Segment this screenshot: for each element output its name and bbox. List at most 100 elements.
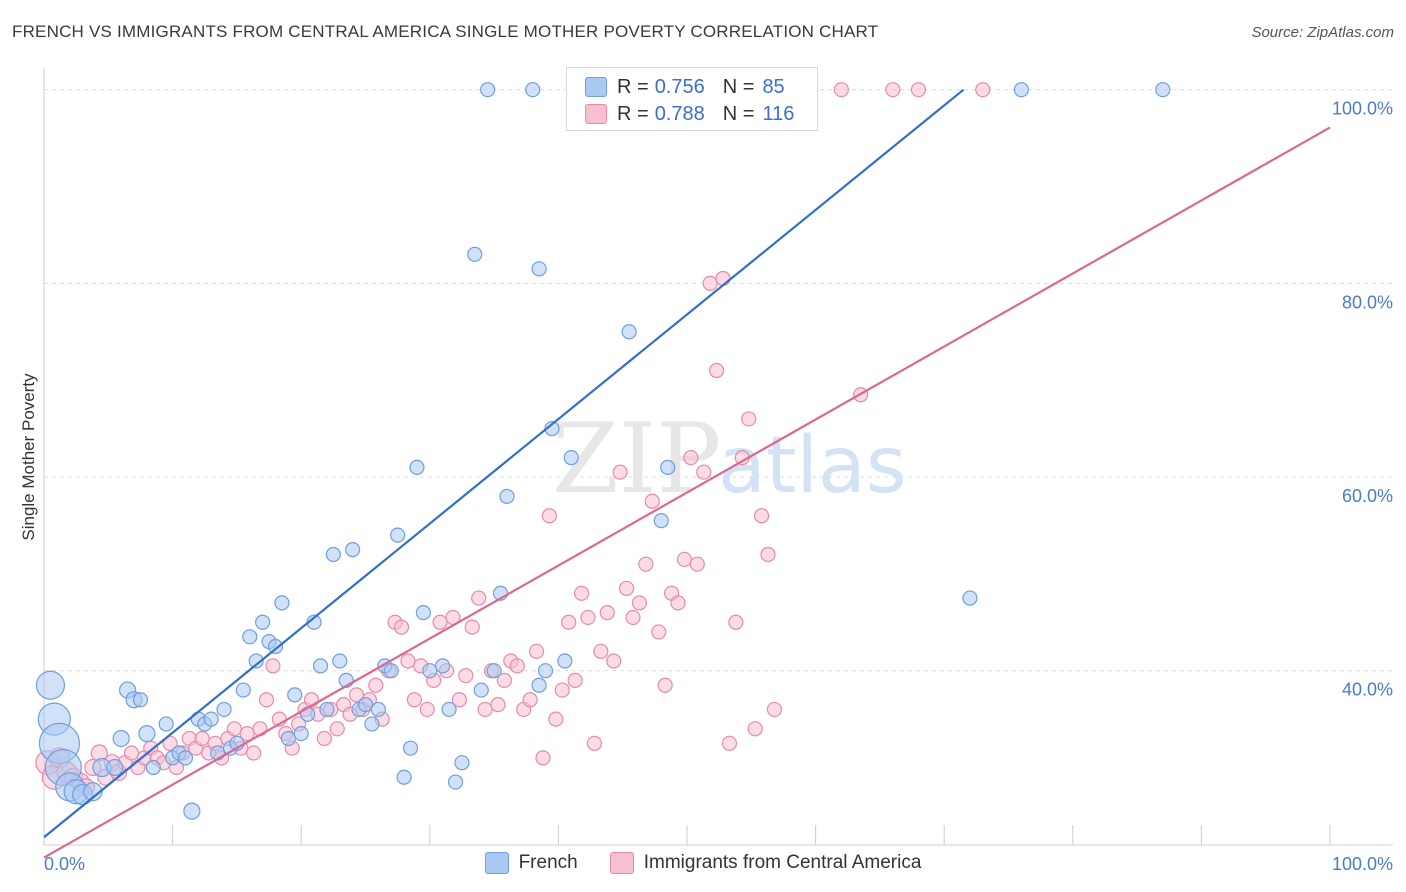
immigrants-point xyxy=(599,604,615,621)
n-label: N = xyxy=(722,102,755,125)
stats-legend-row-immigrants: R = 0.788 N = 116 xyxy=(585,101,794,127)
watermark: ZIP atlas xyxy=(552,403,907,515)
french-point xyxy=(467,246,483,262)
french-point xyxy=(531,677,547,693)
immigrants-point xyxy=(522,692,538,708)
french-point xyxy=(319,701,335,718)
french-point xyxy=(274,595,290,611)
legend-item-french[interactable]: French xyxy=(484,852,578,874)
french-point xyxy=(35,670,66,700)
immigrants-point xyxy=(683,450,699,466)
french-point xyxy=(112,729,130,748)
immigrants-point xyxy=(535,750,551,766)
immigrants-point xyxy=(625,609,641,626)
immigrants-point xyxy=(606,653,622,669)
french-point xyxy=(138,725,156,743)
immigrants-point xyxy=(676,551,693,567)
immigrants-point xyxy=(586,735,603,751)
y-tick-label: 60.0% xyxy=(1342,486,1393,506)
immigrants-point xyxy=(593,643,609,659)
french-point xyxy=(653,513,669,529)
immigrants-point xyxy=(368,677,384,693)
immigrants-point xyxy=(885,82,901,98)
immigrants-point xyxy=(239,726,255,742)
french-point xyxy=(357,696,374,713)
immigrants-point xyxy=(316,730,332,747)
immigrants-point xyxy=(644,493,660,509)
immigrants-point xyxy=(477,701,493,718)
immigrants-point xyxy=(910,82,927,98)
immigrants-point xyxy=(528,643,545,659)
french-point xyxy=(216,701,232,718)
x-tick-label-max: 100.0% xyxy=(1332,854,1393,874)
immigrants-point xyxy=(715,270,731,287)
immigrants-point xyxy=(561,614,577,630)
french-point xyxy=(1155,82,1171,98)
stats-legend-row-french: R = 0.756 N = 85 xyxy=(585,74,785,100)
french-point xyxy=(332,653,348,669)
y-tick-label: 100.0% xyxy=(1332,99,1393,119)
immigrants-point xyxy=(406,692,422,708)
immigrants-point xyxy=(657,677,673,693)
chart-title: FRENCH VS IMMIGRANTS FROM CENTRAL AMERIC… xyxy=(12,22,879,41)
french-point xyxy=(447,774,464,790)
french-point xyxy=(287,687,303,703)
immigrants-legend-swatch xyxy=(609,852,634,874)
watermark-atlas: atlas xyxy=(718,421,907,511)
immigrants-point xyxy=(265,658,281,674)
french-point xyxy=(312,658,329,674)
french-point xyxy=(325,546,341,563)
immigrants-point xyxy=(580,609,596,626)
y-tick-label: 40.0% xyxy=(1342,680,1393,700)
french-swatch xyxy=(585,77,607,97)
immigrants-point xyxy=(638,556,654,572)
y-tick-label: 80.0% xyxy=(1342,292,1393,312)
french-point xyxy=(396,769,412,785)
immigrants-point xyxy=(458,667,474,684)
french-point xyxy=(106,758,124,777)
french-point xyxy=(415,604,431,621)
immigrants-point xyxy=(451,692,467,708)
immigrants-point xyxy=(329,721,345,737)
french-point xyxy=(158,716,174,732)
french-point xyxy=(435,658,451,674)
y-axis-label: Single Mother Poverty xyxy=(19,373,38,541)
french-point xyxy=(248,653,264,669)
immigrants-point xyxy=(471,590,487,606)
french-point xyxy=(390,527,406,543)
immigrants-point xyxy=(567,672,583,688)
french-point xyxy=(422,663,438,679)
french-point xyxy=(563,450,579,466)
grid-lines xyxy=(44,89,1393,672)
french-point xyxy=(345,542,361,558)
immigrants-point xyxy=(258,692,275,708)
immigrants-point xyxy=(696,464,712,480)
french-point xyxy=(235,682,251,698)
immigrants-point xyxy=(400,653,416,669)
french-point xyxy=(499,488,515,504)
french-point xyxy=(383,663,399,679)
immigrants-point xyxy=(123,745,140,761)
french-r-value: 0.756 xyxy=(654,75,705,98)
immigrants-point xyxy=(753,508,770,524)
immigrants-point xyxy=(670,595,686,611)
immigrants-n-value: 116 xyxy=(762,102,795,125)
french-point xyxy=(473,682,489,698)
immigrants-point xyxy=(702,275,718,291)
french-point xyxy=(621,324,637,340)
immigrants-point xyxy=(496,672,512,688)
trend-lines xyxy=(43,88,1331,859)
french-point xyxy=(267,638,284,655)
immigrants-point xyxy=(509,658,525,674)
legend-item-immigrants[interactable]: Immigrants from Central America xyxy=(609,852,922,874)
legend-label-immigrants: Immigrants from Central America xyxy=(643,852,922,873)
french-n-value: 85 xyxy=(762,75,785,98)
immigrants-trend-line xyxy=(43,126,1331,859)
french-point xyxy=(480,82,496,98)
immigrants-point xyxy=(464,619,480,635)
french-point xyxy=(255,614,271,630)
immigrants-point xyxy=(747,721,763,737)
french-point xyxy=(183,802,201,820)
immigrants-point xyxy=(833,82,849,98)
